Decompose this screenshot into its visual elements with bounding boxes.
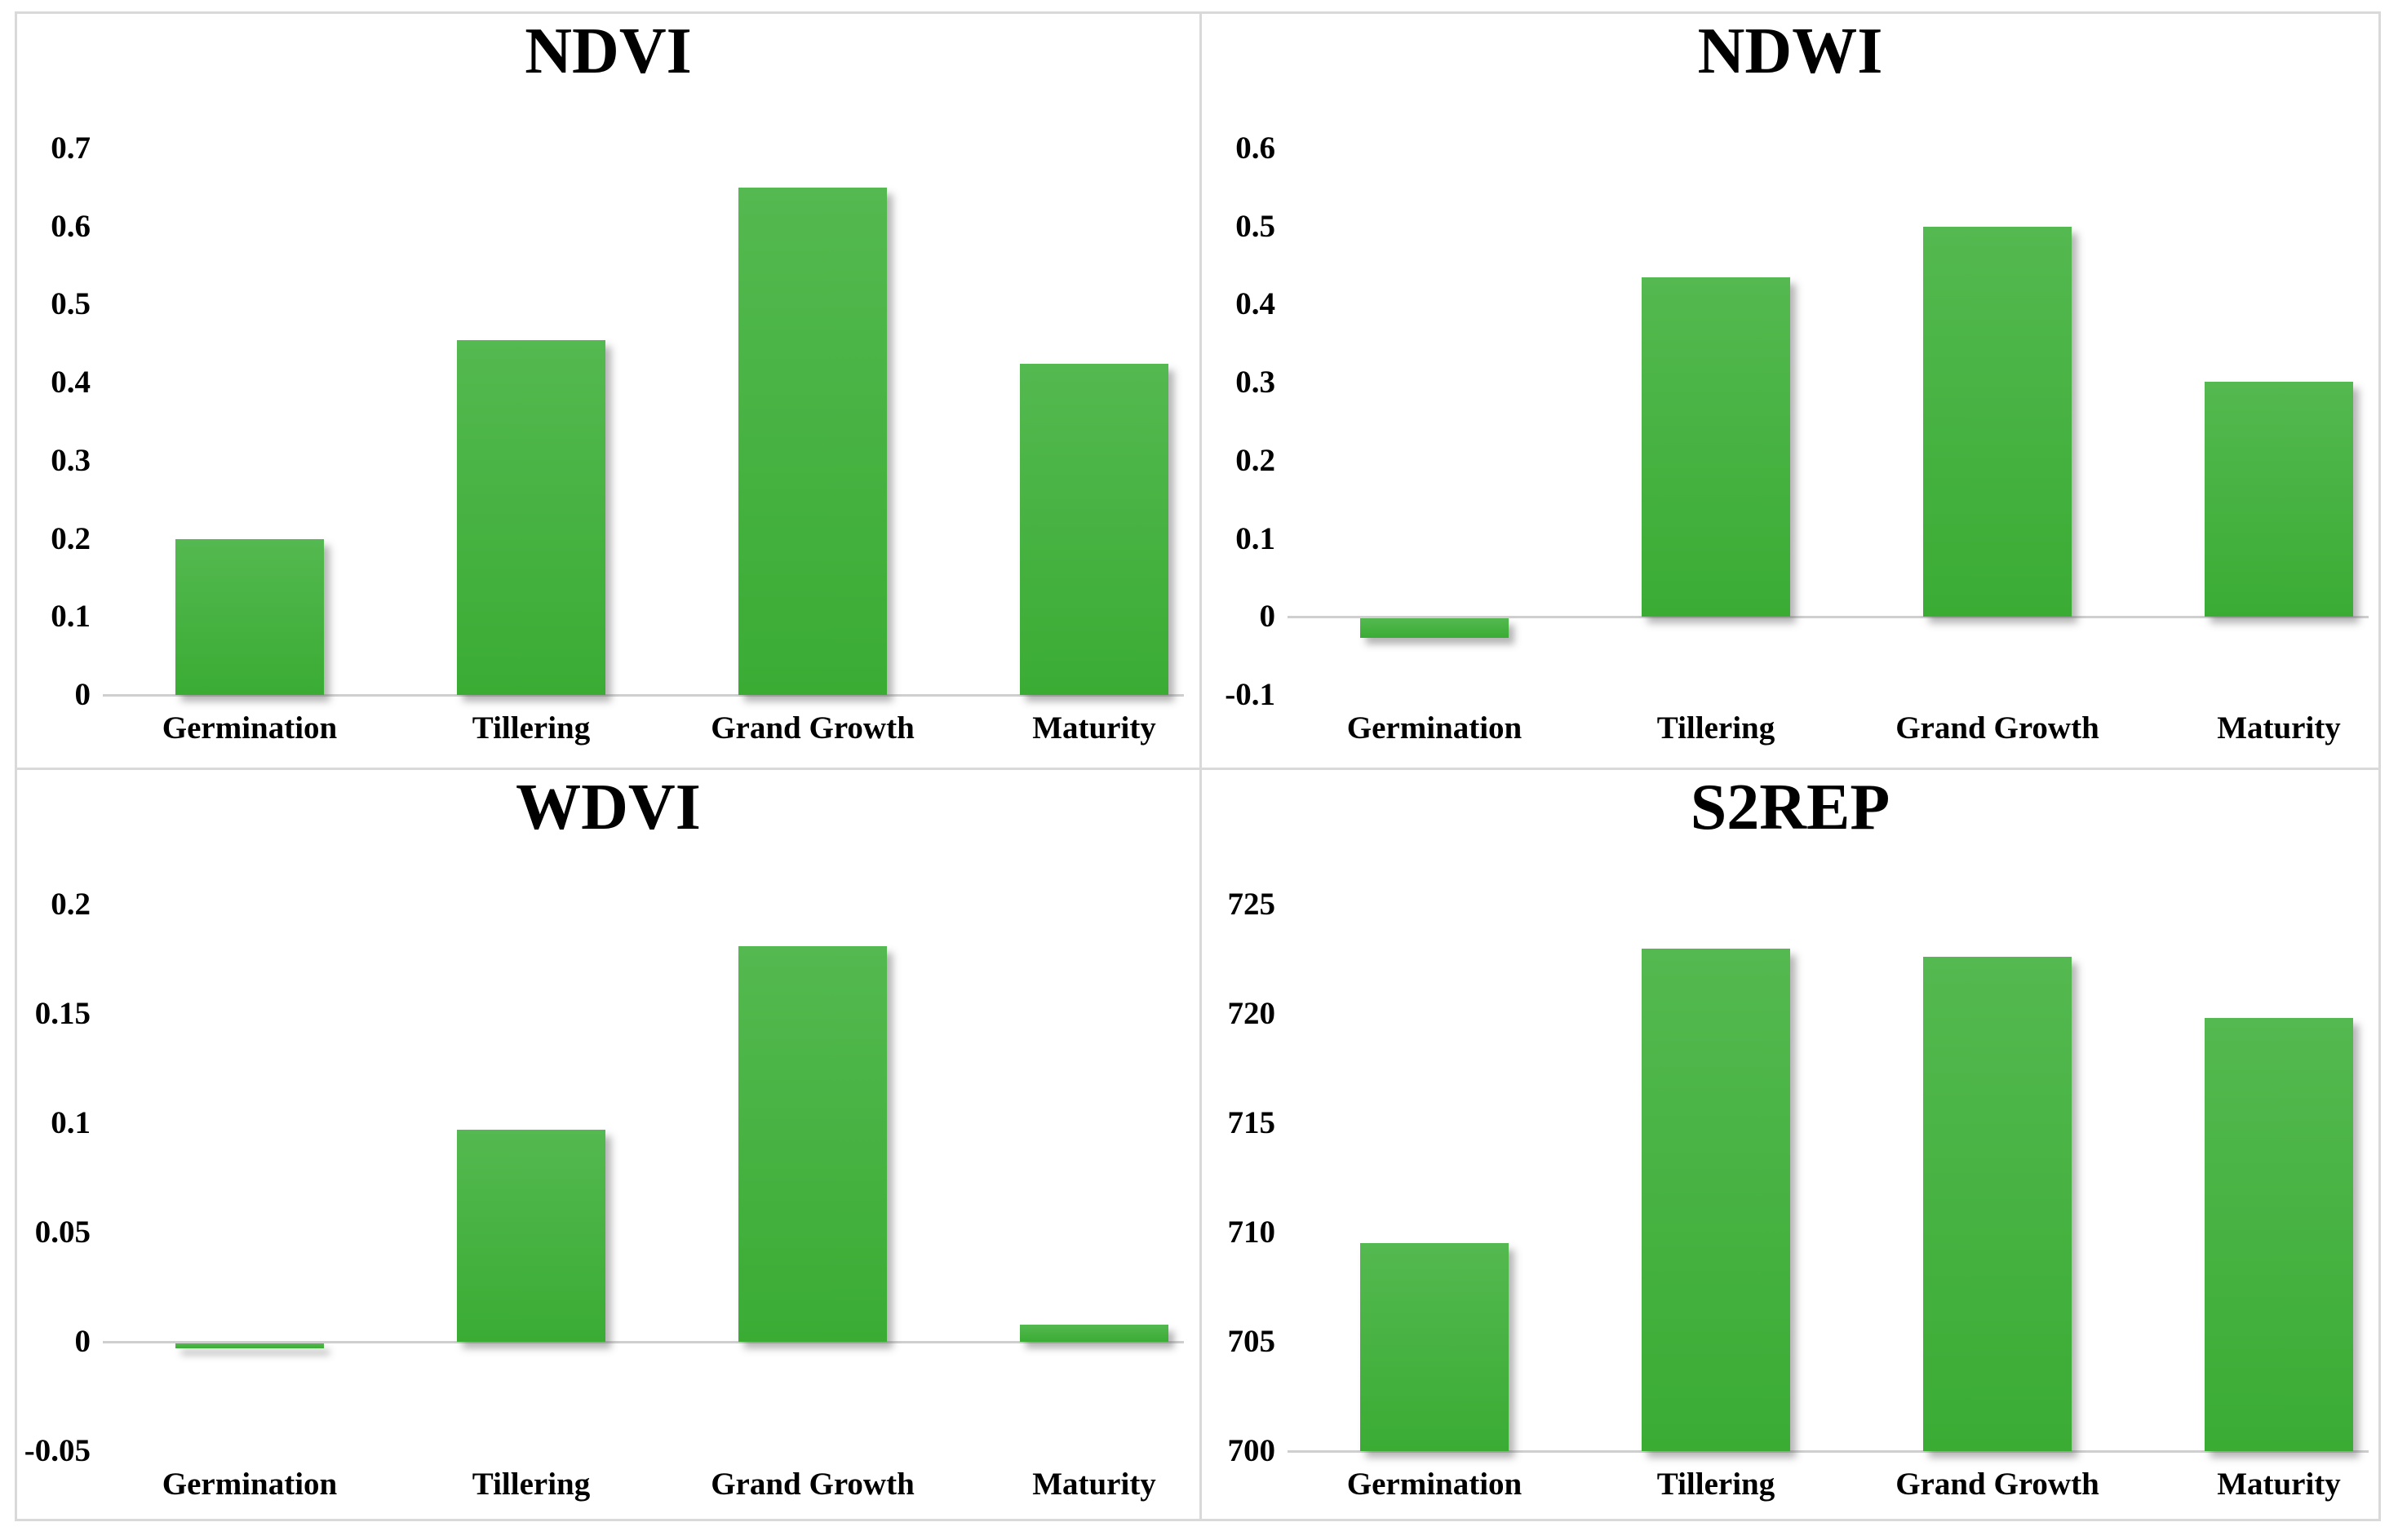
chart-title-ndvi: NDVI	[525, 15, 692, 87]
x-axis-label-tillering: Tillering	[1656, 710, 1775, 746]
y-axis-tick-label: 0.6	[1235, 131, 1275, 166]
x-axis-label-tillering: Tillering	[472, 710, 591, 746]
x-axis-line	[1288, 615, 2369, 618]
y-axis-tick-label: 0.3	[1235, 365, 1275, 400]
plot-area-ndvi: 0.7 0.6 0.5 0.4 0.3 0.2 0.1 0 Germination Tilleri…	[17, 14, 1199, 768]
bar-tillering	[457, 339, 605, 695]
plot-area-s2rep: 725 720 715 710 705 700 Germination Tillering Gr…	[1202, 770, 2378, 1519]
y-axis-tick-label: 0.15	[34, 996, 91, 1031]
y-axis-tick-label: 0.4	[1235, 286, 1275, 322]
bar-maturity	[1020, 364, 1168, 695]
y-axis-tick-label: 0.5	[51, 286, 91, 322]
x-axis-label-grand-growth: Grand Growth	[711, 1467, 915, 1502]
chart-panel-ndwi: NDWI 0.6 0.5 0.4 0.3 0.2 0.1 0 -0.1 Germination T…	[1202, 14, 2378, 770]
chart-title-s2rep: S2REP	[1690, 772, 1890, 843]
y-axis-tick-label: 0.2	[51, 520, 91, 556]
y-axis-tick-label: 0	[74, 677, 91, 712]
bar-germination	[1360, 618, 1509, 639]
x-axis-label-tillering: Tillering	[472, 1467, 591, 1502]
y-axis-tick-label: 0.1	[51, 599, 91, 635]
bar-tillering	[457, 1130, 605, 1342]
y-axis-tick-label: 710	[1227, 1215, 1276, 1250]
bar-maturity	[2205, 382, 2353, 617]
plot-area-ndwi: 0.6 0.5 0.4 0.3 0.2 0.1 0 -0.1 Germination Tiller…	[1202, 14, 2378, 768]
y-axis-tick-label: 0.3	[51, 442, 91, 478]
chart-title-ndwi: NDWI	[1697, 15, 1883, 87]
bar-germination	[175, 538, 324, 695]
x-axis-line	[1288, 1449, 2369, 1453]
chart-panel-wdvi: WDVI 0.2 0.15 0.1 0.05 0 -0.05 Germination Till…	[17, 770, 1202, 1519]
bar-grand-growth	[738, 187, 887, 695]
y-axis-tick-label: 725	[1227, 887, 1276, 922]
bar-tillering	[1642, 277, 1790, 617]
bar-grand-growth	[738, 945, 887, 1342]
bar-tillering	[1642, 948, 1790, 1451]
x-axis-label-maturity: Maturity	[1032, 710, 1156, 746]
y-axis-tick-label: 0.6	[51, 208, 91, 244]
x-axis-label-germination: Germination	[162, 1467, 338, 1502]
x-axis-label-tillering: Tillering	[1656, 1467, 1775, 1502]
bar-germination	[175, 1343, 324, 1349]
y-axis-tick-label: 0.1	[1235, 520, 1275, 556]
y-axis-tick-label: 0	[74, 1324, 91, 1359]
x-axis-label-maturity: Maturity	[2217, 1467, 2341, 1502]
x-axis-label-germination: Germination	[1346, 710, 1523, 746]
y-axis-tick-label: 0.7	[51, 131, 91, 166]
x-axis-line	[103, 693, 1184, 697]
x-axis-label-grand-growth: Grand Growth	[1895, 710, 2099, 746]
y-axis-tick-label: 0.2	[51, 887, 91, 922]
chart-panel-ndvi: NDVI 0.7 0.6 0.5 0.4 0.3 0.2 0.1 0 Germination Ti…	[17, 14, 1202, 770]
bar-germination	[1360, 1243, 1509, 1451]
bar-grand-growth	[1923, 226, 2072, 617]
y-axis-tick-label: 0.05	[34, 1215, 91, 1250]
y-axis-tick-label: 0.4	[51, 365, 91, 400]
y-axis-tick-label: 0.5	[1235, 208, 1275, 244]
x-axis-label-grand-growth: Grand Growth	[1895, 1467, 2099, 1502]
y-axis-tick-label: 715	[1227, 1105, 1276, 1140]
x-axis-line	[103, 1340, 1184, 1343]
bar-grand-growth	[1923, 957, 2072, 1451]
figure-grid: NDVI 0.7 0.6 0.5 0.4 0.3 0.2 0.1 0 Germination Ti…	[15, 11, 2381, 1521]
x-axis-label-maturity: Maturity	[2217, 710, 2341, 746]
y-axis-tick-label: 705	[1227, 1324, 1276, 1359]
y-axis-tick-label: 720	[1227, 996, 1276, 1031]
x-axis-label-grand-growth: Grand Growth	[711, 710, 915, 746]
chart-title-wdvi: WDVI	[516, 772, 701, 843]
y-axis-tick-label: 0	[1259, 599, 1276, 635]
chart-panel-s2rep: S2REP 725 720 715 710 705 700 Germination Tille…	[1202, 770, 2378, 1519]
plot-area-wdvi: 0.2 0.15 0.1 0.05 0 -0.05 Germination Tillering…	[17, 770, 1199, 1519]
bar-maturity	[2205, 1018, 2353, 1451]
y-axis-tick-label: 700	[1227, 1433, 1276, 1468]
x-axis-label-germination: Germination	[1346, 1467, 1523, 1502]
x-axis-label-maturity: Maturity	[1032, 1467, 1156, 1502]
x-axis-label-germination: Germination	[162, 710, 338, 746]
y-axis-tick-label: -0.05	[24, 1433, 91, 1468]
y-axis-tick-label: 0.2	[1235, 442, 1275, 478]
y-axis-tick-label: -0.1	[1225, 677, 1275, 712]
bar-maturity	[1020, 1324, 1168, 1342]
y-axis-tick-label: 0.1	[51, 1105, 91, 1140]
